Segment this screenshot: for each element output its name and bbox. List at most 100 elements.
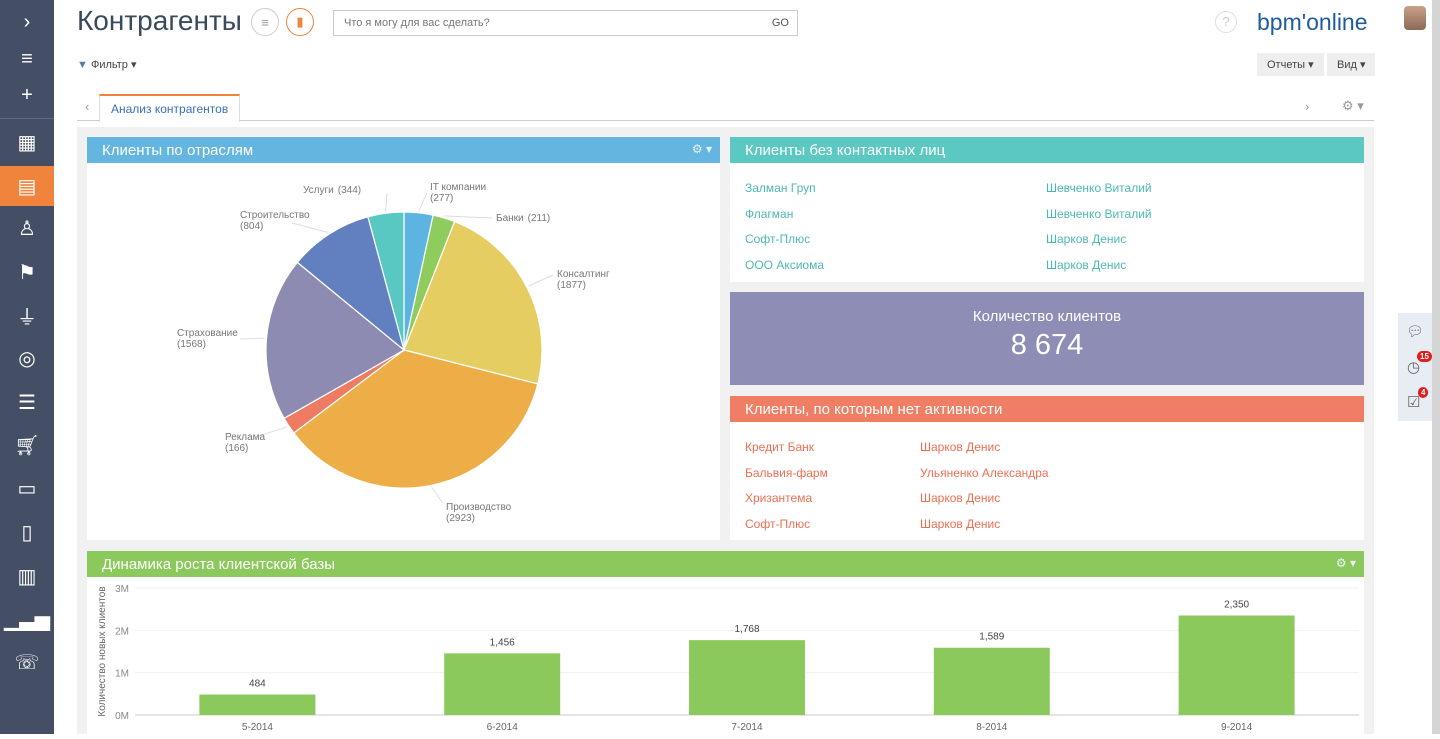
account-link[interactable]: Софт-Плюс	[745, 232, 811, 246]
tasks-badge: 4	[1418, 387, 1429, 398]
y-tick-label: 2M	[115, 626, 129, 637]
y-axis-label: Количество новых клиентов	[97, 586, 108, 716]
pie-leader-line	[528, 274, 554, 287]
gear-icon[interactable]: ⚙ ▾	[691, 142, 712, 156]
menu-icon[interactable]: ≡	[21, 47, 33, 70]
pie-leader-line	[418, 192, 428, 212]
tab-next-icon[interactable]: ›	[1305, 99, 1310, 114]
panel-title: Динамика роста клиентской базы	[102, 556, 336, 573]
gear-icon[interactable]: ⚙ ▾	[1335, 556, 1356, 570]
panel-title: Клиенты без контактных лиц	[745, 142, 946, 159]
x-tick-label: 5-2014	[242, 722, 274, 733]
pie-chart: IT компании(277) Банки (211) Консалтинг(187…	[177, 182, 610, 524]
tasks-check-icon[interactable]: ☑	[1407, 394, 1421, 411]
y-tick-label: 1M	[115, 669, 129, 680]
sidebar-item-opportunities[interactable]: ◎	[18, 347, 36, 370]
pie-leader-line	[254, 426, 288, 438]
industries-panel: Клиенты по отраслям ⚙ ▾ IT компании (277) Б…	[87, 137, 720, 540]
pie-slice[interactable]	[296, 216, 406, 352]
account-link[interactable]: Бальвия-фарм	[745, 465, 828, 480]
pie-slice[interactable]	[265, 261, 406, 420]
pie-leader-line	[239, 337, 265, 340]
account-link[interactable]: Залман Груп	[745, 181, 816, 195]
sidebar-item-documents[interactable]: ▭	[17, 477, 37, 500]
panel-title: Клиенты по отраслям	[102, 142, 254, 159]
sidebar-item-book[interactable]: ▥	[17, 565, 37, 588]
chat-icon[interactable]: 💬︎	[1406, 323, 1424, 339]
sidebar-item-dashboards[interactable]: ▁▃▅	[3, 608, 51, 631]
add-icon[interactable]: +	[21, 83, 33, 106]
account-link[interactable]: Шевченко Виталий	[1046, 181, 1152, 195]
pie-value-label: (804)	[240, 221, 263, 232]
tab-analysis[interactable]: Анализ контрагентов	[99, 94, 241, 122]
account-link[interactable]: Шарков Денис	[920, 440, 1001, 454]
y-tick-label: 3M	[115, 584, 129, 595]
account-link[interactable]: Ульяненко Александра	[920, 465, 1049, 480]
view-label: Вид	[1337, 59, 1357, 71]
pie-label: Страхование	[177, 328, 238, 339]
go-button[interactable]: GO	[771, 17, 789, 29]
sidebar-item-feed[interactable]: ☏	[14, 651, 40, 674]
panel-header: Динамика роста клиентской базы ⚙ ▾	[87, 551, 1364, 577]
tab-bar: ‹ Анализ контрагентов › ⚙ ▾	[77, 94, 1374, 122]
sidebar-item-knowledge[interactable]: ▯	[21, 521, 33, 544]
x-tick-label: 7-2014	[731, 722, 763, 733]
logo: bpm'online	[1257, 9, 1368, 35]
account-link[interactable]: Шарков Денис	[920, 516, 1001, 531]
avatar[interactable]	[1404, 6, 1426, 30]
bar[interactable]	[444, 653, 561, 715]
bar[interactable]	[689, 640, 805, 715]
x-tick-label: 6-2014	[487, 722, 519, 733]
bar-data-label: 484	[249, 679, 266, 690]
tab-prev-icon[interactable]: ‹	[85, 99, 90, 114]
no-contacts-panel: Клиенты без контактных лиц Залман Груп Ше…	[730, 137, 1364, 282]
bar[interactable]	[933, 647, 1050, 715]
sidebar-item-activities[interactable]: ⚑	[18, 261, 36, 284]
account-link[interactable]: Хризантема	[745, 491, 813, 505]
account-link[interactable]: Шевченко Виталий	[1046, 206, 1152, 221]
bar[interactable]	[1178, 615, 1295, 715]
account-link[interactable]: ООО Аксиома	[745, 257, 825, 272]
settings-gear-icon[interactable]: ⚙ ▾	[1342, 98, 1364, 113]
x-tick-label: 9-2014	[1221, 722, 1253, 733]
scrollbar[interactable]	[1432, 0, 1440, 734]
account-link[interactable]: Шарков Денис	[1046, 232, 1127, 246]
bar-data-label: 1,456	[490, 637, 515, 648]
account-link[interactable]: Софт-Плюс	[745, 516, 811, 531]
pie-slice[interactable]	[403, 220, 543, 385]
pie-value-label: (1877)	[557, 280, 586, 291]
reports-button[interactable]: Отчеты ▾	[1257, 53, 1324, 76]
sidebar-item-processes[interactable]: ☰	[18, 391, 36, 414]
account-link[interactable]: Шарков Денис	[1046, 257, 1127, 272]
sidebar-item-orders[interactable]: 🛒︎	[14, 434, 40, 457]
pie-value-label: (211)	[528, 213, 551, 224]
search-input[interactable]: Что я могу для вас сделать? GO	[333, 10, 798, 36]
bar-chart: 0M 1M 2M 3M Количество новых клиентов 484 5-20…	[97, 584, 1359, 733]
account-link[interactable]: Кредит Банк	[745, 440, 815, 454]
help-button[interactable]: ?	[1215, 11, 1237, 33]
reminders-clock-icon[interactable]: ◷	[1407, 359, 1421, 376]
pie-label: Строительство	[240, 210, 310, 221]
pie-leader-line	[291, 222, 329, 233]
view-button[interactable]: Вид ▾	[1327, 53, 1376, 76]
filter-button[interactable]: ▼ Фильтр ▾	[77, 59, 137, 71]
account-link[interactable]: Флагман	[745, 206, 794, 221]
pie-slice[interactable]	[292, 349, 539, 489]
analytics-view-button[interactable]: ▮	[286, 8, 314, 36]
page-title: Контрагенты	[77, 5, 242, 36]
dashboard: Клиенты по отраслям ⚙ ▾ IT компании (277) Б…	[77, 127, 1374, 734]
sidebar-item-structure[interactable]: ▦	[17, 131, 37, 154]
pie-label: Реклама	[225, 432, 266, 443]
expand-icon[interactable]: ›	[23, 10, 31, 33]
growth-panel: Динамика роста клиентской базы ⚙ ▾ 0M 1M 2M…	[87, 551, 1364, 734]
bar[interactable]	[199, 694, 316, 715]
account-link[interactable]: Шарков Денис	[920, 491, 1001, 505]
filter-icon: ▼	[77, 59, 88, 71]
list-view-button[interactable]: ≡	[251, 8, 279, 36]
sidebar-item-contacts[interactable]: ♙	[18, 217, 36, 240]
pie-slice[interactable]	[367, 211, 405, 351]
sidebar-item-accounts[interactable]: ▤	[0, 166, 54, 206]
panel-header: Клиенты без контактных лиц	[730, 137, 1364, 163]
pie-label: Банки	[496, 213, 524, 224]
sidebar-item-leads[interactable]: ⏚	[17, 306, 37, 329]
